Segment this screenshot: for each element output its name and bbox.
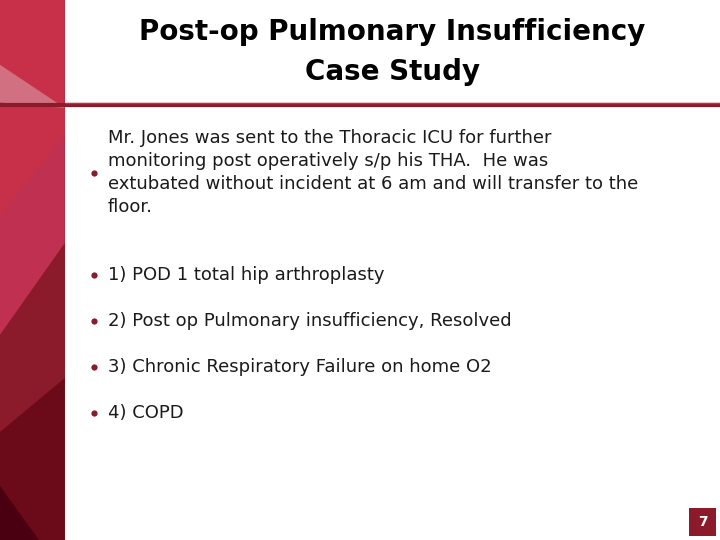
Text: 7: 7 bbox=[698, 515, 708, 529]
Text: 1) POD 1 total hip arthroplasty: 1) POD 1 total hip arthroplasty bbox=[108, 266, 384, 285]
Polygon shape bbox=[0, 65, 65, 108]
Text: 4) COPD: 4) COPD bbox=[108, 404, 184, 422]
Text: Mr. Jones was sent to the Thoracic ICU for further
monitoring post operatively s: Mr. Jones was sent to the Thoracic ICU f… bbox=[108, 130, 638, 216]
Bar bbox=[65, 0, 720, 105]
Bar bbox=[689, 508, 716, 536]
Polygon shape bbox=[0, 378, 65, 540]
Text: Case Study: Case Study bbox=[305, 58, 480, 86]
Polygon shape bbox=[0, 486, 39, 540]
Text: Post-op Pulmonary Insufficiency: Post-op Pulmonary Insufficiency bbox=[139, 18, 646, 45]
Polygon shape bbox=[0, 0, 65, 216]
Polygon shape bbox=[0, 108, 65, 335]
Text: 2) Post op Pulmonary insufficiency, Resolved: 2) Post op Pulmonary insufficiency, Reso… bbox=[108, 312, 512, 330]
Polygon shape bbox=[0, 0, 65, 540]
Text: 3) Chronic Respiratory Failure on home O2: 3) Chronic Respiratory Failure on home O… bbox=[108, 358, 492, 376]
Bar bbox=[65, 105, 720, 540]
